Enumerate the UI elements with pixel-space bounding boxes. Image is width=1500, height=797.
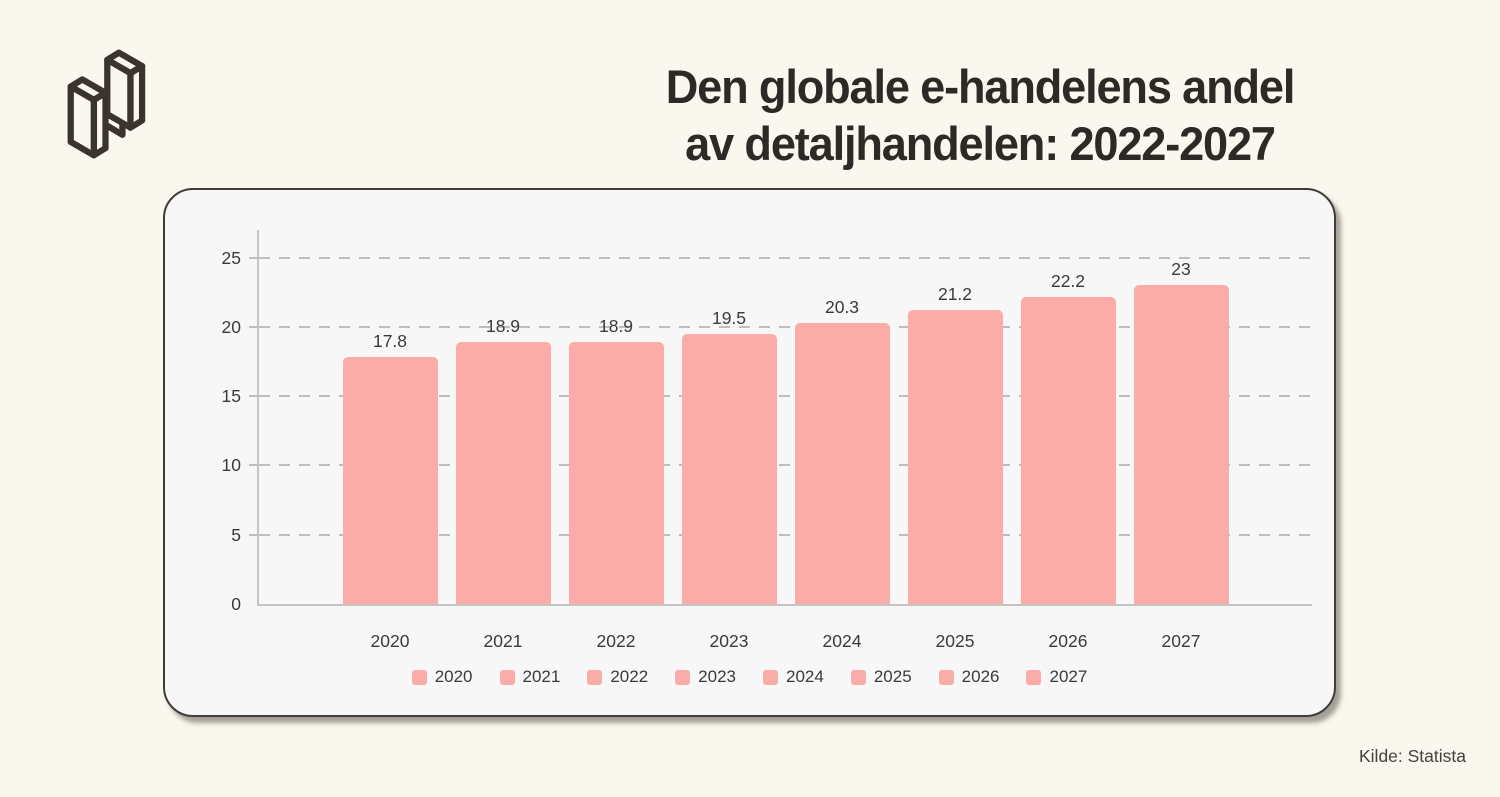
legend-label: 2027 (1049, 667, 1088, 686)
x-tick-label: 2024 (822, 631, 862, 651)
bar-value-label: 20.3 (824, 296, 860, 317)
y-tick-label: 5 (231, 525, 241, 545)
bar-2027 (1133, 285, 1229, 604)
bar-2020 (342, 357, 438, 604)
bar-series: 17.8 2020 18.9 2021 18.9 2022 19.5 2023 20.3 2024… (259, 230, 1312, 651)
bar-2025 (907, 310, 1003, 604)
legend-item: 2027 (1026, 667, 1087, 687)
logo-right-slab-side (127, 62, 146, 131)
chart-legend: 2020 2021 2022 2023 2024 2025 2026 2027 (165, 662, 1334, 692)
y-tick-label: 10 (221, 455, 241, 475)
y-tick-label: 25 (221, 248, 241, 268)
legend-label: 2026 (961, 667, 1000, 686)
x-tick-label: 2026 (1048, 631, 1088, 651)
bar-2024 (794, 322, 890, 604)
page-title-line-1: Den globale e-handelens andel (665, 60, 1296, 113)
legend-item: 2025 (850, 667, 912, 687)
y-tick-mark (249, 257, 258, 259)
legend-swatch-icon (587, 669, 603, 685)
legend-swatch-icon (850, 669, 866, 685)
page-title-line-2: av detaljhandelen: 2022-2027 (685, 117, 1276, 170)
isometric-n-logo (67, 49, 146, 159)
legend-item: 2021 (499, 667, 561, 687)
legend-label: 2020 (434, 667, 473, 686)
x-tick-label: 2027 (1161, 631, 1201, 651)
bar-2022 (568, 342, 664, 604)
y-tick-label: 0 (231, 594, 241, 614)
y-tick-mark (249, 534, 258, 536)
legend-label: 2021 (522, 667, 561, 686)
y-tick-label: 20 (221, 317, 241, 337)
bar-column: 20.3 2024 (794, 297, 890, 651)
bar-2023 (681, 333, 777, 604)
bar-value-label: 19.5 (711, 307, 747, 328)
bar-value-label: 23 (1171, 259, 1191, 280)
bar-column: 21.2 2025 (907, 284, 1003, 651)
x-tick-label: 2020 (370, 631, 410, 651)
legend-swatch-icon (1026, 669, 1042, 685)
bar-column: 17.8 2020 (342, 331, 438, 651)
bar-column: 19.5 2023 (681, 308, 777, 651)
legend-swatch-icon (675, 669, 691, 685)
bar-value-label: 17.8 (372, 331, 408, 352)
source-note: Kilde: Statista (1359, 746, 1466, 766)
y-tick-mark (249, 464, 258, 466)
y-axis-line (257, 230, 259, 605)
y-tick-mark (249, 326, 258, 328)
bar-value-label: 18.9 (598, 316, 634, 337)
legend-swatch-icon (499, 669, 515, 685)
gridline (259, 257, 1312, 259)
legend-swatch-icon (938, 669, 954, 685)
bar-value-label: 21.2 (937, 284, 973, 305)
logo-left-slab-side (90, 89, 109, 159)
bar-column: 18.9 2022 (568, 316, 664, 651)
y-tick-label: 15 (221, 386, 241, 406)
gridline (259, 395, 1312, 397)
bar-value-label: 22.2 (1050, 270, 1086, 291)
legend-item: 2023 (675, 667, 736, 687)
legend-item: 2026 (938, 667, 1000, 687)
x-tick-label: 2025 (935, 631, 975, 651)
y-tick-mark (249, 395, 258, 397)
bar-2021 (455, 342, 551, 604)
gridline (259, 534, 1312, 536)
gridline (259, 464, 1312, 466)
plot-area: 0 5 10 15 20 25 17.8 2020 18.9 2021 18.9 2022 19.5 2… (222, 230, 1312, 651)
chart-panel: 0 5 10 15 20 25 17.8 2020 18.9 2021 18.9 2022 19.5 2… (163, 188, 1336, 717)
legend-label: 2022 (610, 667, 649, 686)
x-axis-line (257, 604, 1312, 606)
legend-item: 2020 (411, 667, 473, 687)
bar-2026 (1020, 296, 1116, 604)
page-title: Den globale e-handelens andel av detaljh… (606, 58, 1355, 172)
x-tick-label: 2022 (596, 631, 636, 651)
legend-swatch-icon (411, 669, 427, 685)
bar-column: 22.2 2026 (1020, 271, 1116, 651)
x-tick-label: 2023 (709, 631, 749, 651)
logo-left-slab-front (67, 83, 98, 159)
gridline (259, 326, 1312, 328)
legend-label: 2025 (873, 667, 912, 686)
legend-item: 2022 (587, 667, 648, 687)
logo-right-slab-front (104, 56, 134, 131)
legend-item: 2024 (763, 667, 824, 687)
bar-column: 18.9 2021 (455, 316, 551, 651)
legend-label: 2024 (786, 667, 824, 686)
legend-label: 2023 (698, 667, 736, 686)
x-tick-label: 2021 (483, 631, 523, 651)
bar-value-label: 18.9 (485, 316, 521, 337)
legend-swatch-icon (763, 669, 778, 685)
bar-column: 23 2027 (1133, 259, 1229, 651)
